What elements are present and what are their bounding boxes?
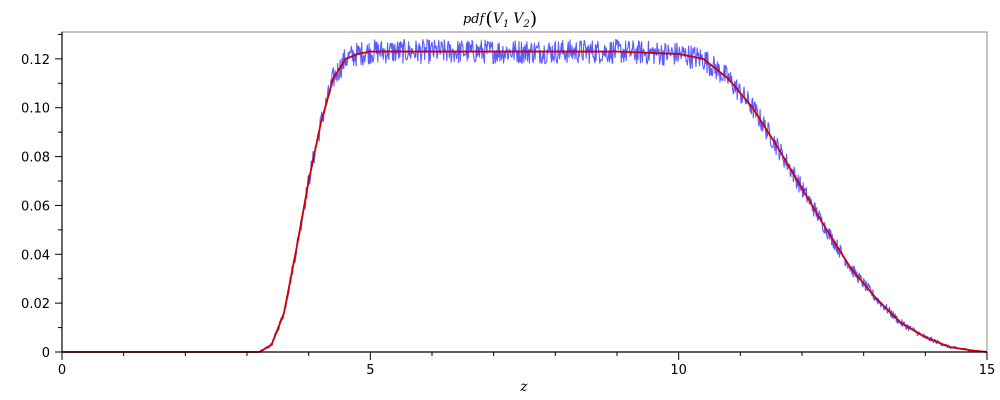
x-axis-ticks: 0 5 10 15 — [58, 352, 995, 378]
minor-ticks — [58, 33, 926, 356]
y-tick-label: 0.08 — [21, 151, 50, 166]
x-axis-title: z — [519, 379, 528, 395]
x-tick-label: 10 — [670, 363, 687, 378]
y-tick-label: 0.10 — [21, 102, 50, 117]
x-tick-label: 0 — [58, 363, 66, 378]
y-tick-label: 0.06 — [21, 199, 50, 214]
y-axis-ticks: 0 0.02 0.04 0.06 0.08 0.10 0.12 — [21, 53, 62, 361]
y-tick-label: 0.02 — [21, 297, 50, 312]
x-tick-label: 5 — [366, 363, 374, 378]
y-tick-label: 0.04 — [21, 248, 50, 263]
chart-title: pdf(V1 V2) — [463, 8, 537, 30]
x-tick-label: 15 — [979, 363, 996, 378]
y-tick-label: 0.12 — [21, 53, 50, 68]
y-tick-label: 0 — [42, 346, 50, 361]
